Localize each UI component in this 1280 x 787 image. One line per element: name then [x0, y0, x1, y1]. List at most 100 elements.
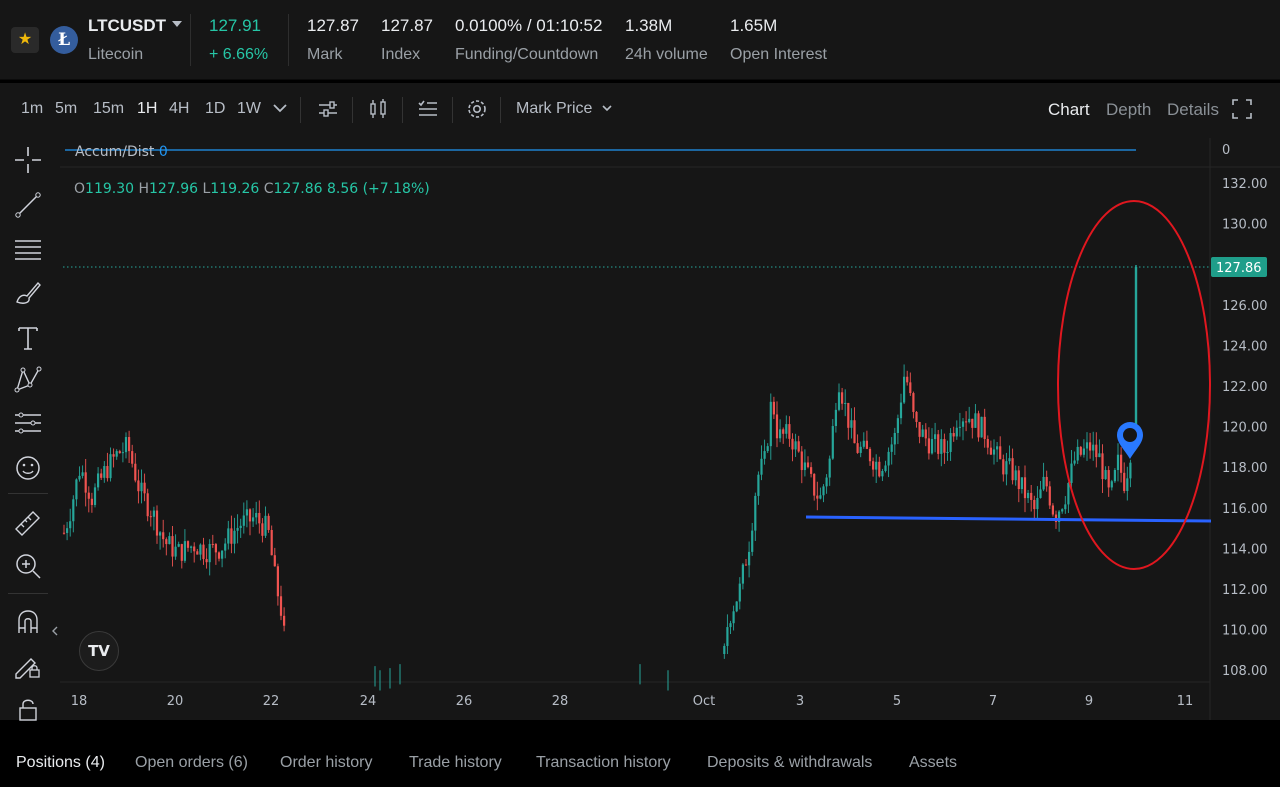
zoom-in-icon[interactable] — [13, 551, 43, 581]
tab-transaction-history[interactable]: Transaction history — [536, 754, 671, 771]
chevron-down-icon[interactable] — [270, 98, 294, 122]
candle-body — [1036, 497, 1039, 510]
indicator-settings-icon[interactable] — [316, 97, 340, 121]
candle-body — [853, 420, 856, 444]
candle-body — [118, 451, 121, 454]
candle-body — [199, 544, 202, 555]
divider — [8, 593, 48, 594]
candle-body — [190, 546, 193, 548]
candle-body — [903, 376, 906, 403]
brush-icon[interactable] — [13, 278, 43, 308]
tab-chart[interactable]: Chart — [1048, 100, 1090, 119]
candle-body — [1123, 472, 1126, 491]
tab-assets[interactable]: Assets — [909, 754, 958, 771]
crosshair-icon[interactable] — [13, 145, 43, 175]
indicators-list-icon[interactable] — [416, 97, 440, 121]
fib-icon[interactable] — [13, 409, 43, 439]
candle-body — [1104, 470, 1107, 480]
candle-body — [856, 443, 859, 453]
candle-body — [1045, 476, 1048, 487]
candle-body — [1126, 478, 1129, 491]
volume-label: 24h volume — [625, 46, 708, 63]
price-tick-label: 114.00 — [1222, 542, 1268, 557]
magnet-icon[interactable] — [13, 607, 43, 637]
candle-body — [279, 596, 283, 616]
candle-body — [227, 528, 230, 544]
candle-body — [87, 492, 90, 499]
timeframe-5m[interactable]: 5m — [55, 100, 78, 117]
candle-body — [1092, 444, 1095, 451]
tab-depth[interactable]: Depth — [1106, 100, 1152, 119]
candle-body — [868, 448, 872, 462]
symbol-selector[interactable]: LTCUSDT — [88, 16, 183, 36]
candle-body — [850, 420, 853, 428]
lock-icon[interactable] — [13, 695, 43, 725]
tab-details[interactable]: Details — [1167, 100, 1219, 119]
indicator-label: Accum/Dist — [75, 144, 155, 160]
price-tick-label: 112.00 — [1222, 583, 1268, 598]
ohlc-low-label: L — [202, 181, 211, 197]
timeframe-1d[interactable]: 1D — [205, 100, 226, 117]
time-tick-label: 9 — [1085, 694, 1093, 709]
candle-body — [1014, 470, 1017, 481]
divider — [500, 97, 501, 123]
candle-body — [782, 429, 785, 434]
gear-icon[interactable] — [465, 97, 489, 121]
tab-order-history[interactable]: Order history — [280, 754, 373, 771]
candle-body — [906, 376, 909, 383]
tab-open-orders[interactable]: Open orders (6) — [135, 754, 248, 771]
tradingview-logo-icon[interactable]: TV — [79, 631, 119, 671]
candle-body — [744, 564, 748, 566]
timeframe-1h[interactable]: 1H — [137, 100, 158, 117]
candle-body — [810, 467, 813, 474]
timeframe-4h[interactable]: 4H — [169, 100, 190, 117]
ruler-icon[interactable] — [13, 507, 43, 537]
candle-body — [134, 463, 137, 481]
candle-body — [921, 429, 924, 437]
chevron-left-icon[interactable] — [51, 626, 59, 636]
candle-body — [1110, 481, 1113, 488]
candle-body — [1098, 453, 1101, 458]
tab-deposits-withdrawals[interactable]: Deposits & withdrawals — [707, 754, 873, 771]
text-icon[interactable] — [13, 323, 43, 353]
timeframe-1w[interactable]: 1W — [237, 100, 261, 117]
tab-trade-history[interactable]: Trade history — [409, 754, 502, 771]
candle-body — [834, 409, 837, 427]
ohlc-close: 127.86 — [273, 181, 323, 197]
price-change: + 6.66% — [209, 46, 269, 63]
ticker-bar: ★ Ł LTCUSDT Litecoin 127.91 + 6.66% 127.… — [0, 0, 1280, 80]
lock-draw-icon[interactable] — [13, 650, 43, 680]
ohlc-high: 127.96 — [149, 181, 199, 197]
candle-body — [1023, 477, 1027, 499]
candle-body — [1058, 511, 1061, 522]
candle-body — [968, 418, 971, 423]
price-tick-label: 124.00 — [1222, 339, 1268, 354]
candle-body — [1079, 446, 1082, 455]
candle-body — [775, 414, 779, 439]
price-source-selector[interactable]: Mark Price — [516, 100, 613, 118]
favorite-star-icon[interactable]: ★ — [11, 27, 39, 53]
candle-body — [239, 525, 242, 528]
trendline-icon[interactable] — [13, 190, 43, 220]
timeframe-15m[interactable]: 15m — [93, 100, 125, 117]
time-tick-label: 26 — [456, 694, 473, 709]
horizontal-lines-icon[interactable] — [13, 234, 43, 264]
tab-positions[interactable]: Positions (4) — [16, 754, 105, 771]
pattern-icon[interactable] — [13, 365, 43, 395]
fullscreen-icon[interactable] — [1231, 98, 1255, 122]
emoji-icon[interactable] — [13, 453, 43, 483]
candle-body — [93, 487, 97, 505]
candle-body — [1095, 444, 1098, 458]
open-interest-value: 1.65M — [730, 16, 778, 35]
candle-body — [1101, 453, 1104, 480]
candle-body — [915, 411, 918, 422]
price-chart[interactable]: 132.00 130.00 126.00 124.00 122.00 120.00 118.… — [60, 138, 1280, 720]
chart-panel: 1m 5m 15m 1H 4H 1D 1W Mark Price Chart D… — [0, 83, 1280, 721]
candle-body — [989, 447, 992, 455]
candle-type-icon[interactable] — [366, 97, 390, 121]
chart-canvas[interactable]: 132.00130.00126.00124.00122.00120.00118.… — [60, 138, 1280, 720]
candle-body — [884, 465, 887, 472]
divider — [352, 97, 353, 123]
timeframe-1m[interactable]: 1m — [21, 100, 44, 117]
time-tick-label: 28 — [552, 694, 569, 709]
